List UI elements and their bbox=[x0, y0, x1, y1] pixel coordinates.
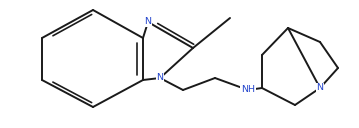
Text: N: N bbox=[145, 18, 151, 26]
Text: N: N bbox=[317, 83, 323, 93]
Text: NH: NH bbox=[241, 86, 255, 94]
Text: N: N bbox=[157, 73, 163, 83]
